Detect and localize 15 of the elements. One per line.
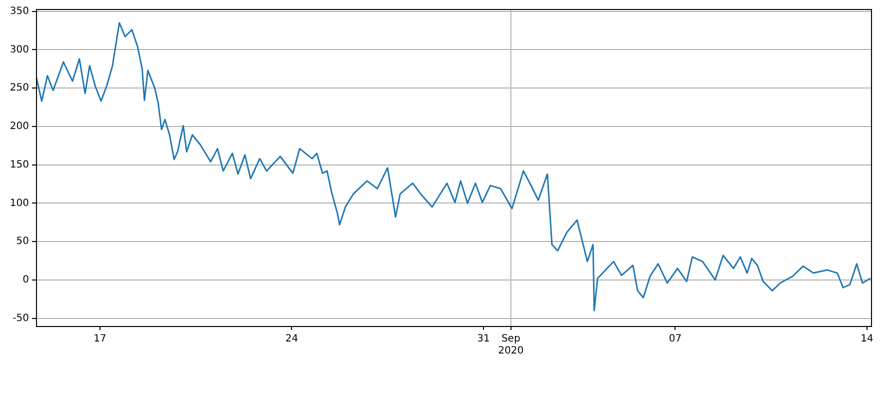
x-tick-label: 31 [477, 334, 490, 345]
x-tick-label: 24 [285, 334, 298, 345]
y-tick-label: 250 [10, 82, 29, 94]
y-tick-label: 200 [10, 121, 29, 132]
y-tick-label: -50 [12, 312, 29, 324]
y-tick-label: 0 [22, 274, 29, 286]
y-tick-label: 150 [10, 159, 29, 170]
x-tick-label: 17 [94, 334, 106, 345]
x-tick-label: 14 [860, 334, 874, 345]
y-tick-label: 350 [10, 6, 29, 17]
y-tick-label: 50 [16, 236, 29, 248]
y-tick-label: 100 [10, 198, 29, 209]
x-tick-label: Sep 2020 [498, 334, 524, 357]
x-tick-label: 07 [668, 334, 682, 345]
y-tick-label: 300 [10, 44, 29, 56]
